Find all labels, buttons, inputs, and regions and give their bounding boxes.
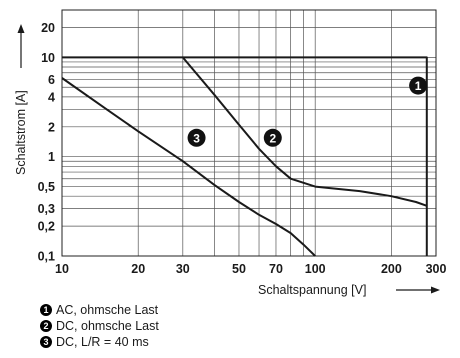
series-marker-1 (409, 76, 428, 95)
x-tick-label: 10 (55, 262, 69, 276)
y-tick-label: 4 (48, 90, 55, 104)
plot-frame (61, 9, 437, 257)
series-marker-2 (263, 128, 282, 147)
x-tick-label: 70 (269, 262, 283, 276)
x-axis-arrowhead (431, 286, 440, 294)
series-marker-label-3: 3 (193, 131, 200, 145)
series-line-2 (182, 56, 428, 207)
series-marker-label-2: 2 (269, 131, 276, 145)
legend: 1 AC, ohmsche Last 2 DC, ohmsche Last 3 … (40, 302, 159, 350)
plot-area (62, 10, 436, 256)
x-tick-label: 300 (426, 262, 447, 276)
y-axis-arrowhead (17, 24, 25, 33)
legend-item-1: 1 AC, ohmsche Last (40, 302, 159, 318)
y-tick-label: 0,1 (38, 250, 55, 264)
legend-label-3: DC, L/R = 40 ms (56, 335, 149, 349)
y-tick-label: 10 (41, 51, 55, 65)
y-axis-label: Schaltstrom [A] (14, 90, 28, 175)
y-tick-label: 0,5 (38, 180, 55, 194)
legend-label-1: AC, ohmsche Last (56, 303, 159, 317)
legend-label-2: DC, ohmsche Last (56, 319, 159, 333)
series-marker-3 (187, 128, 206, 147)
x-tick-label: 100 (305, 262, 326, 276)
x-tick-label: 50 (232, 262, 246, 276)
y-tick-label: 2 (48, 120, 55, 134)
x-tick-label: 200 (381, 262, 402, 276)
legend-item-3: 3 DC, L/R = 40 ms (40, 334, 159, 350)
y-tick-label: 20 (41, 21, 55, 35)
x-axis-label: Schaltspannung [V] (258, 283, 366, 297)
x-tick-label: 30 (176, 262, 190, 276)
legend-marker-2: 2 (40, 320, 52, 332)
y-tick-label: 0,3 (38, 202, 55, 216)
legend-item-2: 2 DC, ohmsche Last (40, 318, 159, 334)
legend-marker-3: 3 (40, 336, 52, 348)
x-tick-label: 20 (131, 262, 145, 276)
series-line-3 (61, 77, 316, 257)
y-tick-label: 0,2 (38, 220, 55, 234)
chart-svg: 1 2 3 10 20 30 50 70 100 200 300 0,1 0,2 0,3 0,5 1 2 4 6 10… (14, 9, 447, 297)
legend-marker-1: 1 (40, 304, 52, 316)
y-tick-label: 1 (48, 150, 55, 164)
y-tick-label: 6 (48, 73, 55, 87)
series-marker-label-1: 1 (415, 79, 422, 93)
